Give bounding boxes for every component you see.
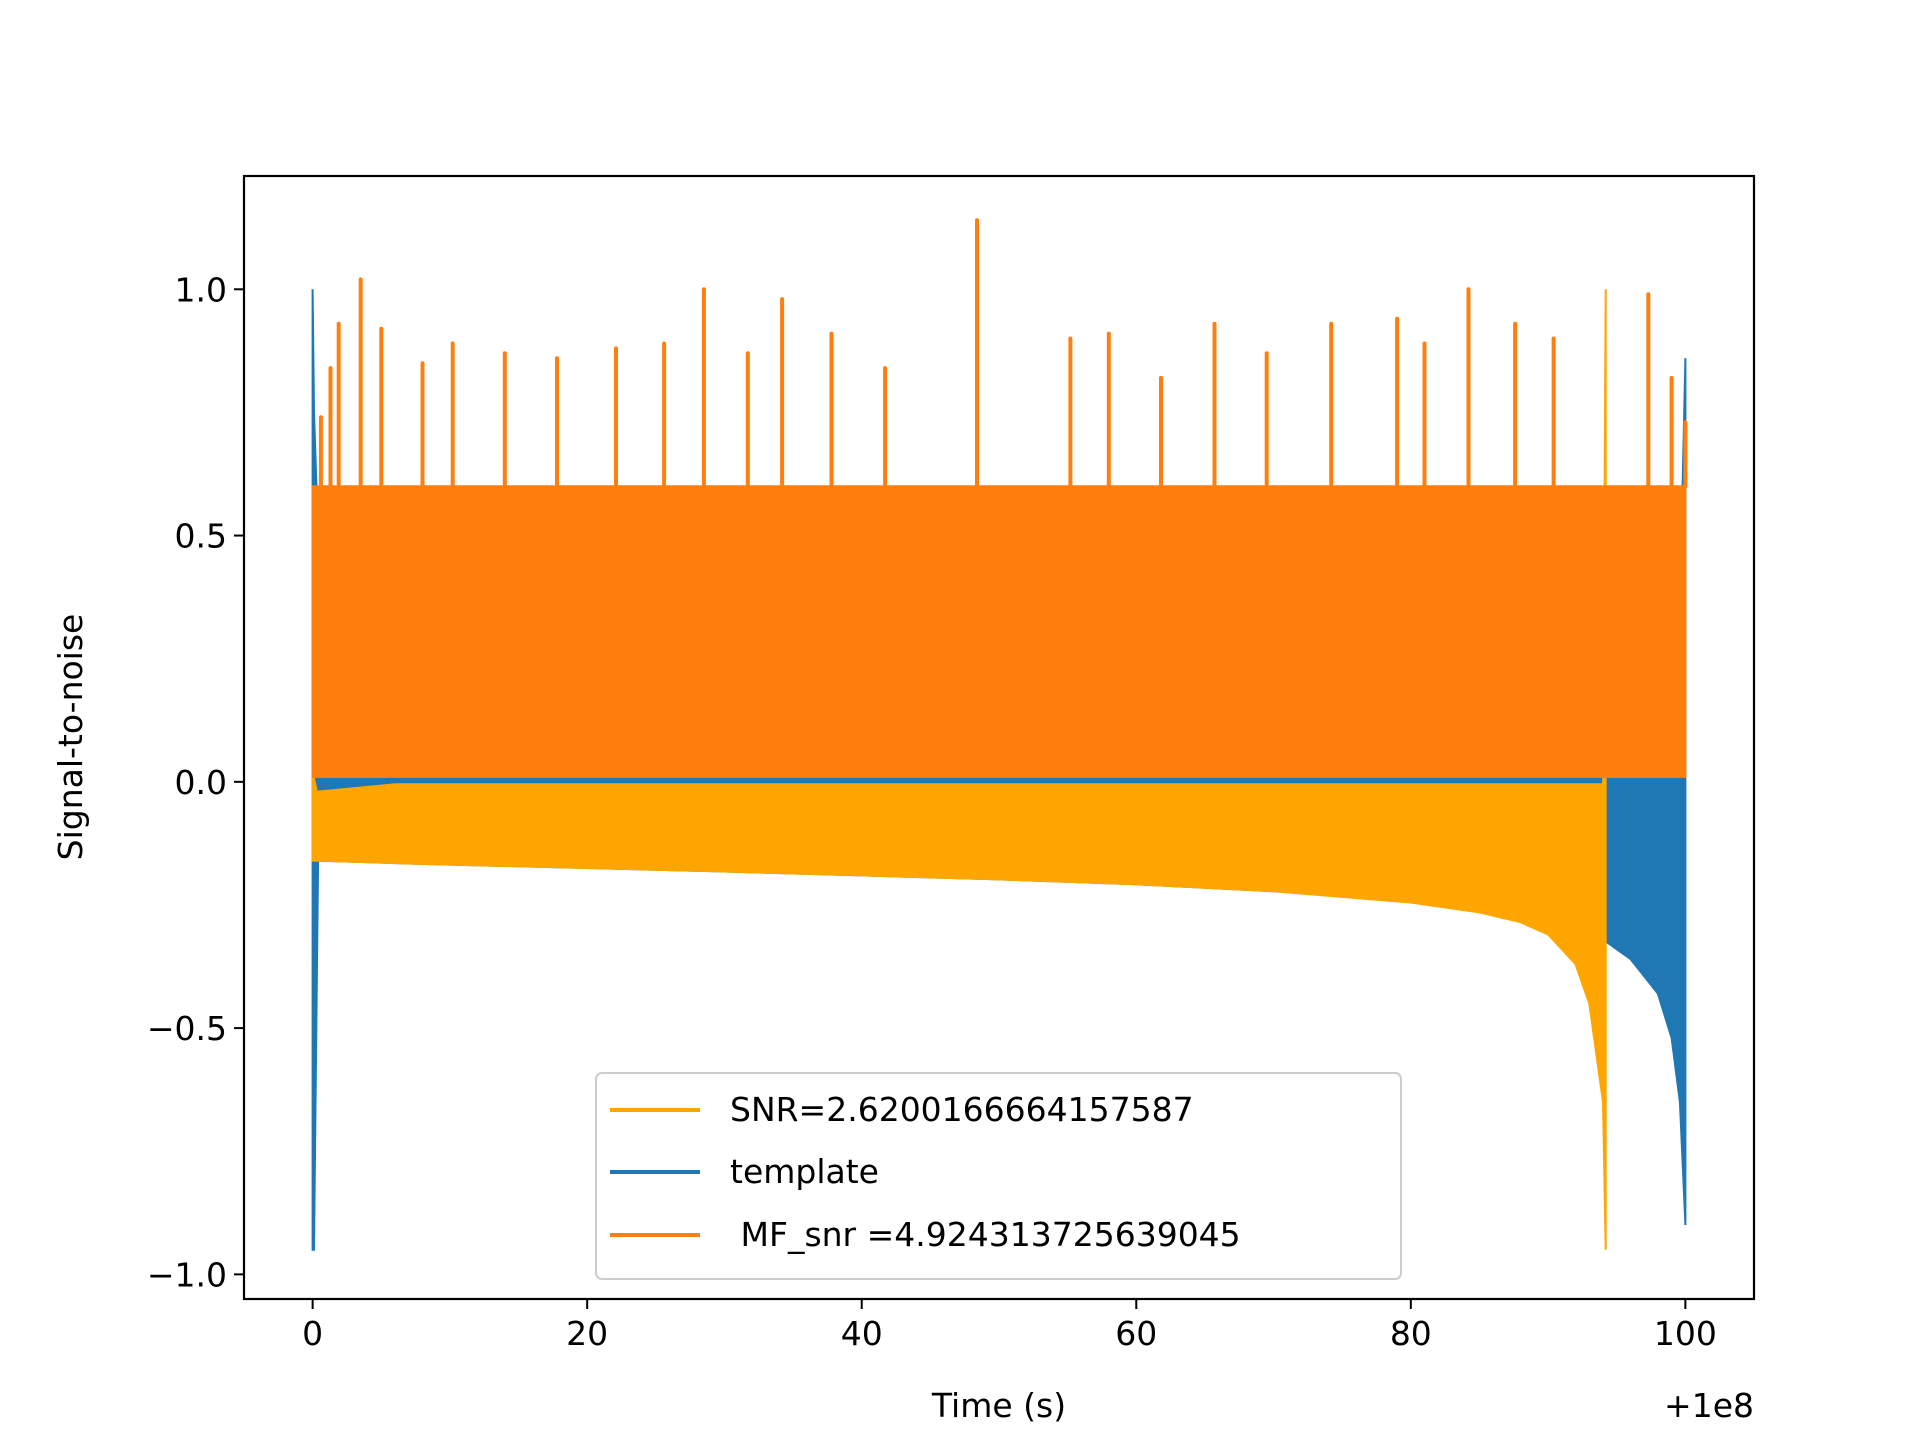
y-tick-label: −0.5 [147,1009,227,1048]
series-0 [311,289,1607,1250]
series-2-envelope [311,485,1687,778]
x-tick-label: 20 [566,1314,608,1353]
y-tick-label: −1.0 [147,1255,227,1294]
series-layer [311,218,1688,1251]
legend-label-template: template [730,1152,879,1191]
legend: SNR=2.6200166664157587 template MF_snr =… [595,1072,1402,1280]
y-tick-label: 1.0 [175,270,227,309]
legend-label-snr: SNR=2.6200166664157587 [730,1090,1194,1129]
x-tick-label: 60 [1115,1314,1157,1353]
x-tick-label: 0 [302,1314,323,1353]
legend-box [595,1072,1402,1280]
series-2 [311,218,1688,778]
x-axis-label: Time (s) [931,1386,1066,1425]
x-tick-label: 40 [841,1314,883,1353]
x-axis: 0 20 40 60 80 100 [302,1299,1717,1353]
x-offset-label: +1e8 [1664,1386,1754,1425]
y-tick-label: 0.0 [175,763,227,802]
series-0-envelope [311,289,1607,1250]
x-tick-label: 80 [1390,1314,1432,1353]
y-axis-label: Signal-to-noise [51,614,90,861]
x-tick-label: 100 [1654,1314,1717,1353]
y-axis: −1.0 −0.5 0.0 0.5 1.0 [147,270,244,1294]
plot-frame [242,174,1756,1301]
legend-label-mf-snr: MF_snr =4.924313725639045 [730,1215,1241,1254]
y-tick-label: 0.5 [175,517,227,556]
